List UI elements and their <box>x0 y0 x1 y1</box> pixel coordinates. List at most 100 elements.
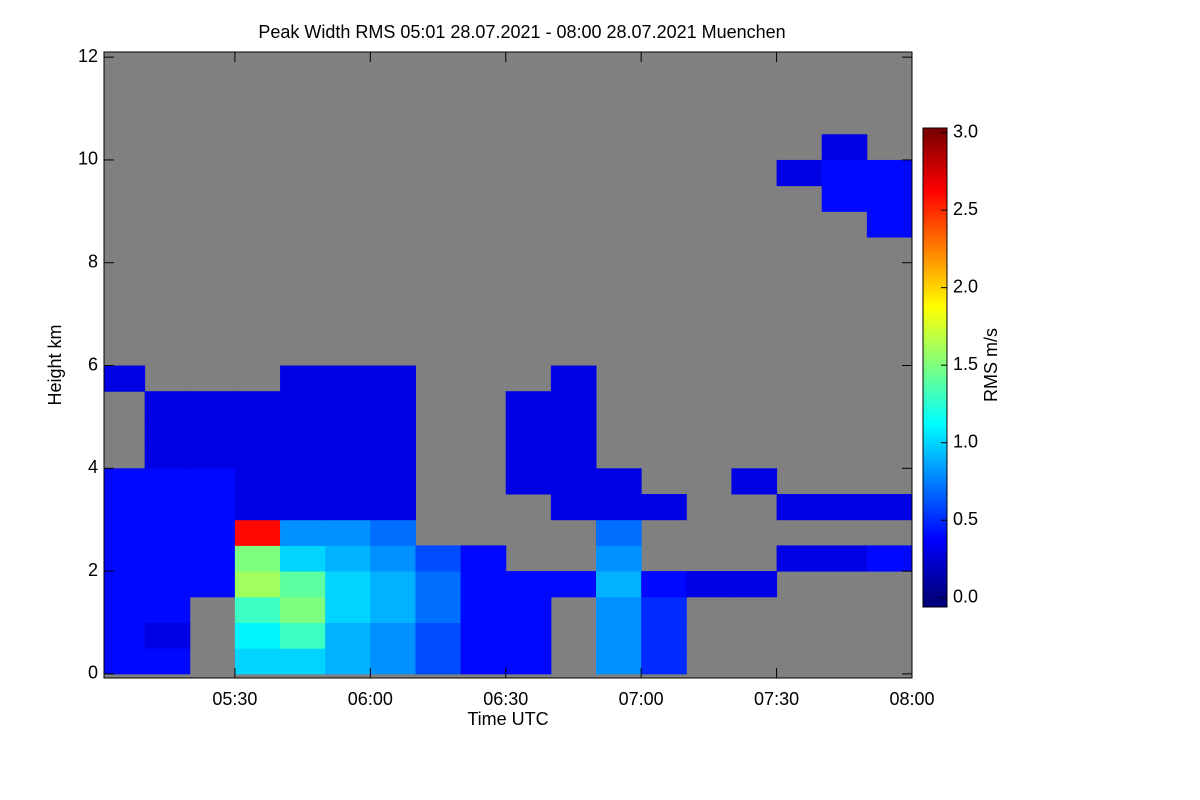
heatmap-cell <box>280 596 326 623</box>
heatmap-cell <box>104 571 146 598</box>
heatmap-cell <box>234 596 281 623</box>
heatmap-cell <box>280 442 326 469</box>
heatmap-cell <box>550 442 597 469</box>
heatmap <box>104 134 912 675</box>
heatmap-cell <box>280 648 326 675</box>
heatmap-cell <box>325 545 371 572</box>
colorbar-tick-label: 2.5 <box>953 199 978 219</box>
heatmap-cell <box>596 494 642 521</box>
colorbar-tick-label: 3.0 <box>953 121 978 141</box>
y-tick-label: 6 <box>88 354 98 374</box>
heatmap-cell <box>189 571 236 598</box>
heatmap-cell <box>370 416 416 444</box>
heatmap-cell <box>641 622 687 649</box>
y-tick-label: 2 <box>88 560 98 580</box>
heatmap-cell <box>325 519 371 546</box>
heatmap-cell <box>460 545 507 572</box>
heatmap-cell <box>280 416 326 444</box>
heatmap-cell <box>686 571 732 598</box>
heatmap-cell <box>596 648 642 675</box>
heatmap-cell <box>104 622 146 649</box>
colorbar-tick-label: 0.5 <box>953 509 978 529</box>
heatmap-cell <box>325 571 371 598</box>
heatmap-cell <box>370 571 416 598</box>
heatmap-cell <box>104 494 146 521</box>
y-axis-label: Height km <box>45 324 65 405</box>
heatmap-cell <box>234 442 281 469</box>
heatmap-cell <box>550 416 597 444</box>
heatmap-cell <box>370 468 416 495</box>
heatmap-cell <box>280 622 326 649</box>
heatmap-cell <box>550 468 597 495</box>
heatmap-cell <box>370 596 416 623</box>
heatmap-cell <box>234 468 281 495</box>
heatmap-cell <box>550 571 597 598</box>
heatmap-cell <box>866 159 912 187</box>
colorbar-tick-label: 2.0 <box>953 276 978 296</box>
heatmap-cell <box>325 622 371 649</box>
heatmap-cell <box>776 159 823 187</box>
heatmap-cell <box>280 545 326 572</box>
heatmap-cell <box>234 648 281 675</box>
y-tick-label: 10 <box>78 149 98 169</box>
heatmap-cell <box>189 468 236 495</box>
heatmap-cell <box>280 365 326 392</box>
heatmap-cell <box>866 494 912 521</box>
x-tick-label: 05:30 <box>212 689 257 709</box>
heatmap-cell <box>234 416 281 444</box>
heatmap-cell <box>370 391 416 418</box>
heatmap-cell <box>144 596 191 623</box>
heatmap-cell <box>370 648 416 675</box>
heatmap-cell <box>731 571 778 598</box>
heatmap-cell <box>104 596 146 623</box>
heatmap-cell <box>596 571 642 598</box>
colorbar-tick-label: 1.5 <box>953 354 978 374</box>
heatmap-cell <box>325 494 371 521</box>
x-tick-label: 07:00 <box>619 689 664 709</box>
heatmap-cell <box>104 365 146 392</box>
x-tick-label: 06:30 <box>483 689 528 709</box>
x-axis-label: Time UTC <box>467 709 548 729</box>
heatmap-cell <box>596 596 642 623</box>
heatmap-cell <box>821 494 868 521</box>
heatmap-cell <box>596 468 642 495</box>
heatmap-cell <box>460 622 507 649</box>
heatmap-cell <box>234 494 281 521</box>
colorbar <box>922 127 948 608</box>
heatmap-cell <box>325 391 371 418</box>
y-tick-label: 4 <box>88 457 98 477</box>
heatmap-cell <box>234 622 281 649</box>
heatmap-cell <box>370 545 416 572</box>
heatmap-cell <box>505 468 552 495</box>
heatmap-cell <box>189 519 236 546</box>
heatmap-cell <box>415 545 462 572</box>
heatmap-cell <box>280 468 326 495</box>
heatmap-cell <box>189 545 236 572</box>
heatmap-cell <box>415 622 462 649</box>
heatmap-cell <box>550 365 597 392</box>
x-tick-label: 08:00 <box>889 689 934 709</box>
heatmap-cell <box>104 468 146 495</box>
heatmap-cell <box>144 519 191 546</box>
colorbar-tick-label: 1.0 <box>953 431 978 451</box>
heatmap-cell <box>550 494 597 521</box>
heatmap-cell <box>731 468 778 495</box>
y-tick-label: 8 <box>88 251 98 271</box>
heatmap-cell <box>370 494 416 521</box>
heatmap-cell <box>370 442 416 469</box>
heatmap-cell <box>325 442 371 469</box>
heatmap-cell <box>776 545 823 572</box>
heatmap-cell <box>821 545 868 572</box>
heatmap-cell <box>641 596 687 623</box>
heatmap-cell <box>505 416 552 444</box>
plot-frame <box>103 51 913 679</box>
heatmap-cell <box>415 648 462 675</box>
heatmap-cell <box>641 571 687 598</box>
heatmap-cell <box>370 365 416 392</box>
heatmap-cell <box>325 365 371 392</box>
heatmap-cell <box>104 519 146 546</box>
heatmap-cell <box>415 596 462 623</box>
heatmap-cell <box>596 519 642 546</box>
heatmap-cell <box>505 648 552 675</box>
